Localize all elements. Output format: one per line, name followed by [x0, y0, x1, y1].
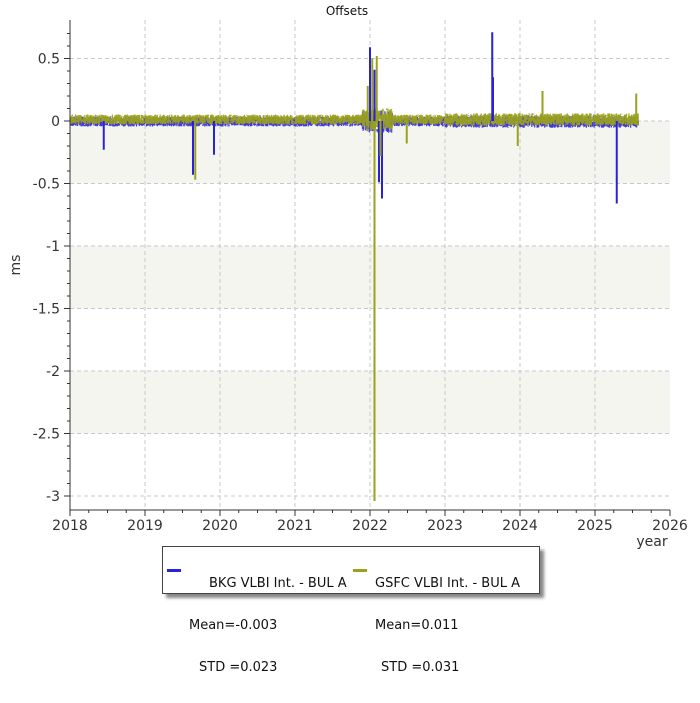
x-tick-label-2020: 2020 [202, 518, 238, 534]
offsets-chart: 2018 2019 2020 2021 2022 2023 2024 2025 2026 0.5… [8, 4, 688, 550]
x-tick-label-2022: 2022 [352, 518, 388, 534]
legend-label-gsfc: GSFC VLBI Int. - BUL A [375, 576, 520, 591]
band-1 [70, 246, 670, 309]
y-tick-label--0.5: -0.5 [33, 177, 60, 193]
x-tick-label-2026: 2026 [652, 518, 688, 534]
y-tick-label--1.5: -1.5 [33, 302, 60, 318]
x-tick-label-2021: 2021 [277, 518, 313, 534]
legend-swatch-bkg [167, 569, 181, 572]
y-tick-label--2: -2 [46, 364, 60, 380]
legend: BKG VLBI Int. - BUL A Mean=-0.003 STD =0… [162, 546, 540, 675]
x-tick-label-2024: 2024 [502, 518, 538, 534]
x-tick-label-2025: 2025 [577, 518, 613, 534]
band-2 [70, 371, 670, 434]
y-tick-label--2.5: -2.5 [33, 427, 60, 443]
y-axis-title: ms [8, 255, 24, 276]
y-tick-label-0.5: 0.5 [38, 52, 60, 68]
legend-swatch-gsfc [353, 569, 367, 572]
x-tick-label-2018: 2018 [52, 518, 88, 534]
legend-mean-gsfc: Mean=0.011 [375, 618, 459, 633]
y-tick-labels: 0.5 0 -0.5 -1 -1.5 -2 -2.5 -3 [33, 52, 60, 506]
legend-std-bkg: STD =0.023 [199, 660, 278, 675]
y-tick-label--1: -1 [46, 239, 60, 255]
legend-mean-bkg: Mean=-0.003 [189, 618, 278, 633]
axes [64, 20, 671, 516]
legend-label-bkg: BKG VLBI Int. - BUL A [209, 576, 347, 591]
y-tick-label-0: 0 [51, 114, 60, 130]
x-tick-labels: 2018 2019 2020 2021 2022 2023 2024 2025 2026 [52, 518, 688, 534]
legend-std-gsfc: STD =0.031 [381, 660, 460, 675]
y-tick-label--3: -3 [46, 489, 60, 505]
data-noise [69, 108, 639, 133]
x-axis-title: year [636, 534, 667, 550]
chart-title: Offsets [326, 4, 368, 18]
x-tick-label-2023: 2023 [427, 518, 463, 534]
x-tick-label-2019: 2019 [127, 518, 163, 534]
data-spikes [102, 32, 638, 501]
